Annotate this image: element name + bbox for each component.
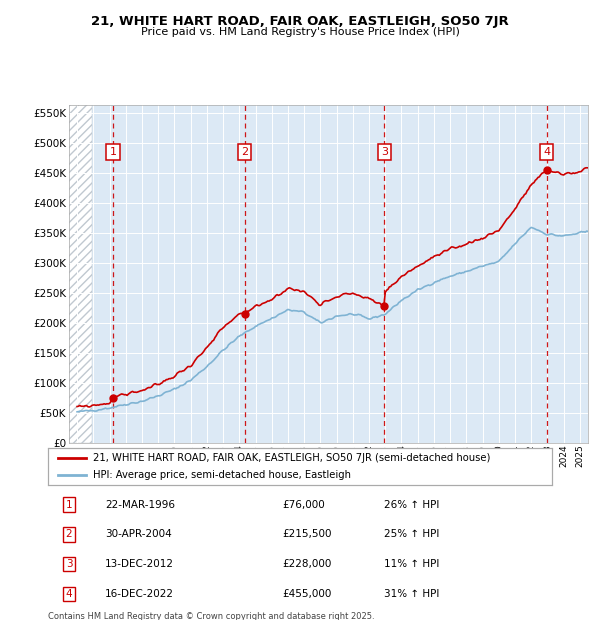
Text: 4: 4 [543,147,550,157]
Text: £228,000: £228,000 [282,559,331,569]
Text: £455,000: £455,000 [282,589,331,599]
Text: 13-DEC-2012: 13-DEC-2012 [105,559,174,569]
Text: 1: 1 [109,147,116,157]
Text: 2: 2 [241,147,248,157]
Text: 30-APR-2004: 30-APR-2004 [105,529,172,539]
Text: 31% ↑ HPI: 31% ↑ HPI [384,589,439,599]
Text: 3: 3 [65,559,73,569]
Text: 21, WHITE HART ROAD, FAIR OAK, EASTLEIGH, SO50 7JR (semi-detached house): 21, WHITE HART ROAD, FAIR OAK, EASTLEIGH… [94,453,491,463]
Text: 1: 1 [65,500,73,510]
Text: 4: 4 [65,589,73,599]
Text: 21, WHITE HART ROAD, FAIR OAK, EASTLEIGH, SO50 7JR: 21, WHITE HART ROAD, FAIR OAK, EASTLEIGH… [91,15,509,28]
Text: £215,500: £215,500 [282,529,331,539]
Bar [69,105,92,443]
Text: 11% ↑ HPI: 11% ↑ HPI [384,559,439,569]
Text: 2: 2 [65,529,73,539]
Text: 22-MAR-1996: 22-MAR-1996 [105,500,175,510]
Text: 3: 3 [381,147,388,157]
Text: 26% ↑ HPI: 26% ↑ HPI [384,500,439,510]
Text: Price paid vs. HM Land Registry's House Price Index (HPI): Price paid vs. HM Land Registry's House … [140,27,460,37]
Text: 16-DEC-2022: 16-DEC-2022 [105,589,174,599]
Text: £76,000: £76,000 [282,500,325,510]
Text: Contains HM Land Registry data © Crown copyright and database right 2025.: Contains HM Land Registry data © Crown c… [48,612,374,620]
Text: 25% ↑ HPI: 25% ↑ HPI [384,529,439,539]
Bar [69,105,92,443]
Text: HPI: Average price, semi-detached house, Eastleigh: HPI: Average price, semi-detached house,… [94,470,352,480]
